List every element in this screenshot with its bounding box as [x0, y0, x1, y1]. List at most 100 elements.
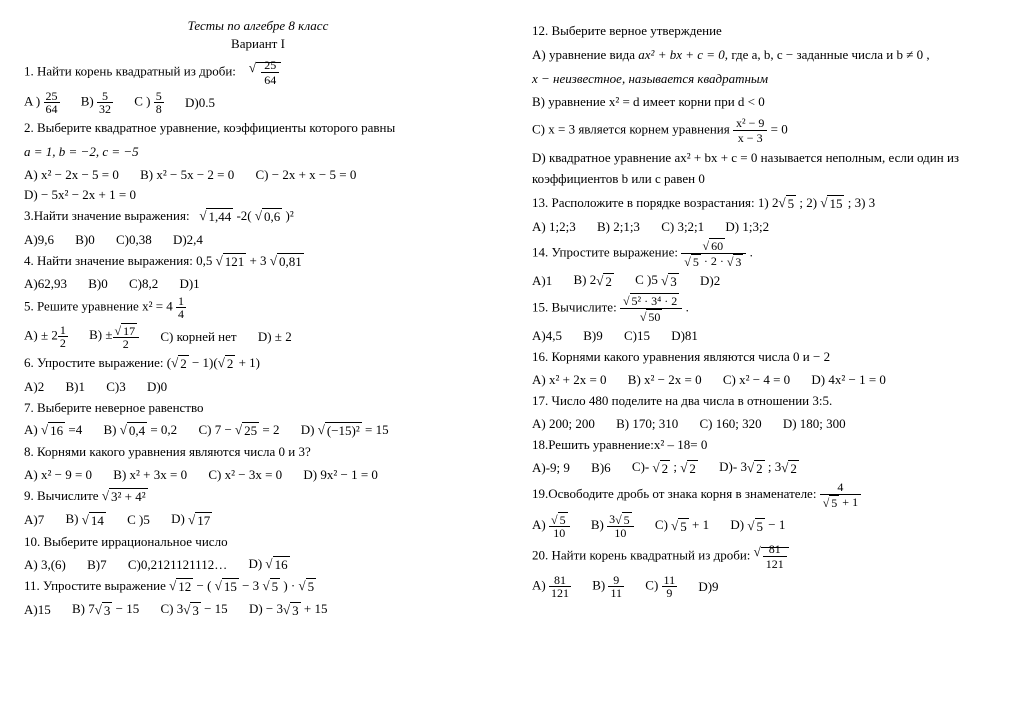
q7d: D) (−15)² = 15	[301, 422, 389, 440]
q18: 18.Решить уравнение:x² – 18= 0	[532, 435, 1000, 456]
q16d: D) 4x² − 1 = 0	[811, 372, 886, 388]
q11d: D) − 33 + 15	[249, 601, 328, 619]
q3-options: A)9,6 B)0 C)0,38 D)2,4	[24, 231, 492, 248]
q17: 17. Число 480 поделите на два числа в от…	[532, 391, 1000, 412]
q6b: B)1	[65, 379, 85, 395]
q12b: B) уравнение x² = d имеет корни при d < …	[532, 92, 1000, 113]
q15c: C)15	[624, 328, 650, 344]
q11b: B) 73 − 15	[72, 601, 139, 619]
q12a-line2: x − неизвестное, называется квадратным	[532, 69, 1000, 90]
q18c: C)- 2 ; 2	[632, 459, 698, 477]
q20b: B) 911	[592, 574, 624, 599]
q19: 19.Освободите дробь от знака корня в зна…	[532, 480, 1000, 510]
q5d: D) ± 2	[258, 329, 292, 345]
q11: 11. Упростите выражение 12 − ( 15 − 3 5 …	[24, 576, 492, 598]
q14b: B) 22	[573, 272, 613, 290]
q5c: C) корней нет	[160, 329, 236, 345]
doc-title: Тесты по алгебре 8 класс	[24, 18, 492, 34]
q20a: A) 81121	[532, 574, 571, 599]
q4c: C)8,2	[129, 276, 158, 292]
q1-opt-d: D)0.5	[185, 95, 215, 111]
q7: 7. Выберите неверное равенство	[24, 398, 492, 419]
q18-options: A)-9; 9 B)6 C)- 2 ; 2 D)- 32 ; 32	[532, 459, 1000, 477]
q8c: C) x² − 3x = 0	[208, 467, 282, 483]
q1-options: A ) 2564 B) 532 C ) 58 D)0.5	[24, 90, 492, 115]
sqrt-icon: 121	[216, 251, 247, 273]
q15b: B)9	[583, 328, 603, 344]
q12c: C) x = 3 является корнем уравнения x² − …	[532, 116, 1000, 145]
q1: 1. Найти корень квадратный из дроби: 25 …	[24, 58, 492, 87]
q8b: B) x² + 3x = 0	[113, 467, 187, 483]
q9-options: A)7 B) 14 C )5 D) 17	[24, 511, 492, 529]
q19b: B) 3510	[591, 513, 634, 539]
q8: 8. Корнями какого уравнения являются чис…	[24, 442, 492, 463]
q12: 12. Выберите верное утверждение	[532, 21, 1000, 42]
q4a: A)62,93	[24, 276, 67, 292]
q2a: A) x² − 2x − 5 = 0	[24, 167, 119, 183]
q5b: B) ±172	[89, 323, 139, 349]
q2-coef: a = 1, b = −2, c = −5	[24, 142, 492, 163]
q4b: B)0	[88, 276, 108, 292]
q16-options: A) x² + 2x = 0 B) x² − 2x = 0 C) x² − 4 …	[532, 371, 1000, 388]
sqrt-icon: 25 64	[249, 58, 281, 87]
q3c: C)0,38	[116, 232, 152, 248]
q8d: D) 9x² − 1 = 0	[303, 467, 378, 483]
q14c: C )5 3	[635, 272, 679, 290]
q3b: B)0	[75, 232, 95, 248]
q2-options: A) x² − 2x − 5 = 0 B) x² − 5x − 2 = 0 C)…	[24, 166, 492, 183]
q10b: B)7	[87, 557, 107, 573]
q1-opt-c: C ) 58	[134, 90, 164, 115]
q13-options: A) 1;2;3 B) 2;1;3 C) 3;2;1 D) 1;3;2	[532, 218, 1000, 235]
q15a: A)4,5	[532, 328, 562, 344]
q19d: D) 5 − 1	[730, 517, 785, 535]
q2: 2. Выберите квадратное уравнение, коэффи…	[24, 118, 492, 139]
q9c: C )5	[127, 512, 150, 528]
q20c: C) 119	[645, 574, 677, 599]
q20: 20. Найти корень квадратный из дроби: 81…	[532, 542, 1000, 571]
q6: 6. Упростите выражение: (2 − 1)(2 + 1)	[24, 353, 492, 375]
q1-frac: 25 64	[261, 58, 279, 87]
variant-label: Вариант I	[24, 36, 492, 52]
q2d: D) − 5x² − 2x + 1 = 0	[24, 187, 136, 203]
q20-options: A) 81121 B) 911 C) 119 D)9	[532, 574, 1000, 599]
sqrt-icon: 1,44	[199, 206, 233, 228]
q15d: D)81	[671, 328, 698, 344]
q14d: D)2	[700, 273, 720, 289]
q1-opt-b: B) 532	[81, 90, 113, 115]
q5: 5. Решите уравнение x² = 4 14	[24, 295, 492, 320]
q2b: B) x² − 5x − 2 = 0	[140, 167, 234, 183]
q2c: C) − 2x + x − 5 = 0	[256, 167, 357, 183]
q15-options: A)4,5 B)9 C)15 D)81	[532, 327, 1000, 344]
q10: 10. Выберите иррациональное число	[24, 532, 492, 553]
q1-text: 1. Найти корень квадратный из дроби:	[24, 63, 236, 78]
q3-text: 3.Найти значение выражения:	[24, 208, 190, 223]
q13d: D) 1;3;2	[725, 219, 769, 235]
q9d: D) 17	[171, 511, 212, 529]
q17b: B) 170; 310	[616, 416, 678, 432]
q20d: D)9	[698, 579, 718, 595]
q10a: A) 3,(6)	[24, 557, 66, 573]
q4d: D)1	[179, 276, 199, 292]
q19-options: A) 510 B) 3510 C) 5 + 1 D) 5 − 1	[532, 513, 1000, 539]
page: Тесты по алгебре 8 класс Вариант I 1. На…	[24, 18, 1000, 622]
q17a: A) 200; 200	[532, 416, 595, 432]
q12d: D) квадратное уравнение ax² + bx + c = 0…	[532, 148, 1000, 190]
q5-options: A) ± 212 B) ±172 C) корней нет D) ± 2	[24, 323, 492, 349]
q1-opt-a: A ) 2564	[24, 90, 60, 115]
sqrt-icon: 0,81	[270, 251, 304, 273]
q3a: A)9,6	[24, 232, 54, 248]
q17c: C) 160; 320	[699, 416, 761, 432]
q16c: C) x² − 4 = 0	[723, 372, 790, 388]
q8a: A) x² − 9 = 0	[24, 467, 92, 483]
q12a: A) уравнение вида ax² + bx + c = 0, где …	[532, 45, 1000, 66]
q18d: D)- 32 ; 32	[719, 459, 799, 477]
q8-options: A) x² − 9 = 0 B) x² + 3x = 0 C) x² − 3x …	[24, 466, 492, 483]
q18a: A)-9; 9	[532, 460, 570, 476]
q5a: A) ± 212	[24, 324, 68, 349]
q6a: A)2	[24, 379, 44, 395]
q14: 14. Упростите выражение: 60 5 · 2 · 3 .	[532, 238, 1000, 270]
q6c: C)3	[106, 379, 126, 395]
q13a: A) 1;2;3	[532, 219, 576, 235]
q3: 3.Найти значение выражения: 1,44 -2( 0,6…	[24, 206, 492, 228]
sqrt-icon: 0,6	[255, 206, 282, 228]
